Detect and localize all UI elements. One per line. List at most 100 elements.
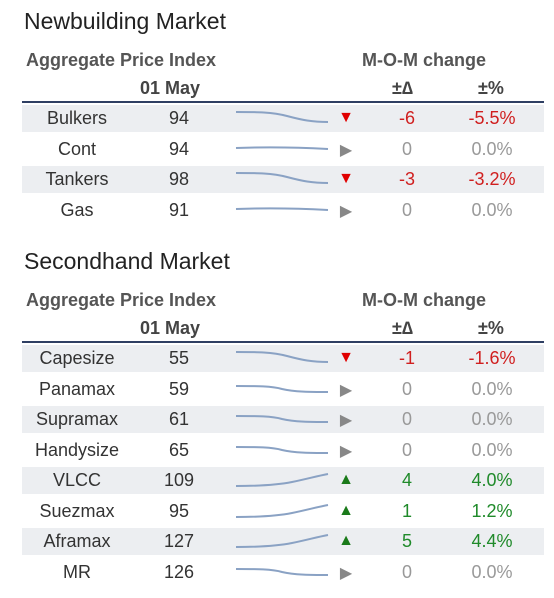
- right-triangle-icon: ▶: [339, 412, 353, 429]
- row-pct-change: 0.0%: [471, 561, 513, 582]
- secondhand-index-label: Aggregate Price Index: [26, 290, 217, 310]
- table-row: Supramax 61 ▶ 0 0.0%: [22, 406, 544, 433]
- row-delta: 4: [401, 470, 412, 490]
- down-triangle-icon: ▼: [338, 349, 354, 366]
- row-name: MR: [63, 561, 91, 582]
- row-name: VLCC: [52, 470, 101, 490]
- table-row: MR 126 ▶ 0 0.0%: [22, 559, 544, 586]
- row-pct-change: 4.0%: [471, 470, 513, 490]
- row-pct-change: 0.0%: [471, 409, 513, 429]
- row-delta: 0: [401, 138, 412, 159]
- sparkline-path: [235, 445, 329, 454]
- row-index-value: 126: [163, 561, 195, 582]
- trend-sparkline: [235, 384, 329, 393]
- sparkline-path: [235, 415, 329, 423]
- trend-sparkline: [235, 351, 329, 363]
- secondhand-title: Secondhand Market: [24, 248, 230, 274]
- row-pct-change: 0.0%: [471, 138, 513, 159]
- table-row: Bulkers 94 ▼ -6 -5.5%: [22, 105, 544, 132]
- trend-sparkline: [235, 172, 329, 184]
- trend-sparkline: [235, 567, 329, 576]
- sparkline-path: [235, 145, 329, 150]
- table-row: Gas 91 ▶ 0 0.0%: [22, 197, 544, 224]
- sparkline-path: [235, 206, 329, 211]
- sparkline-path: [235, 172, 329, 184]
- row-name: Gas: [60, 199, 94, 220]
- row-name: Capesize: [39, 348, 115, 368]
- sparkline-path: [235, 111, 329, 123]
- right-triangle-icon: ▶: [339, 442, 353, 460]
- table-row: Aframax 127 ▲ 5 4.4%: [22, 528, 544, 555]
- secondhand-header-rule: [22, 341, 544, 343]
- row-pct-change: -5.5%: [468, 108, 516, 128]
- row-delta: 0: [401, 199, 412, 220]
- sparkline-path: [235, 503, 329, 518]
- row-delta: -3: [398, 169, 415, 189]
- sparkline-path: [235, 351, 329, 363]
- row-delta: 1: [401, 500, 412, 521]
- row-index-value: 98: [168, 169, 190, 189]
- row-name: Cont: [57, 138, 97, 159]
- sparkline-path: [235, 534, 329, 548]
- secondhand-date: 01 May: [140, 318, 201, 338]
- row-pct-change: -3.2%: [468, 169, 516, 189]
- right-triangle-icon: ▶: [339, 381, 353, 399]
- secondhand-pct-header: ±%: [478, 318, 504, 338]
- table-row: Tankers 98 ▼ -3 -3.2%: [22, 166, 544, 193]
- trend-sparkline: [235, 534, 329, 548]
- sparkline-path: [235, 384, 329, 393]
- secondhand-change-label: M-O-M change: [362, 290, 486, 310]
- row-index-value: 109: [163, 470, 195, 490]
- trend-sparkline: [235, 111, 329, 123]
- up-triangle-icon: ▲: [338, 532, 354, 549]
- trend-sparkline: [235, 503, 329, 518]
- row-index-value: 55: [168, 348, 190, 368]
- row-pct-change: 4.4%: [471, 531, 513, 551]
- row-name: Supramax: [35, 409, 119, 429]
- newbuilding-index-label: Aggregate Price Index: [26, 50, 217, 70]
- trend-sparkline: [235, 473, 329, 487]
- row-index-value: 127: [163, 531, 195, 551]
- table-row: Handysize 65 ▶ 0 0.0%: [22, 437, 544, 464]
- row-pct-change: 0.0%: [471, 199, 513, 220]
- row-delta: 0: [401, 439, 412, 460]
- down-triangle-icon: ▼: [338, 109, 354, 126]
- trend-sparkline: [235, 415, 329, 423]
- row-delta: 0: [401, 409, 412, 429]
- table-row: Capesize 55 ▼ -1 -1.6%: [22, 345, 544, 372]
- row-name: Tankers: [45, 169, 109, 189]
- right-triangle-icon: ▶: [339, 564, 353, 582]
- newbuilding-title: Newbuilding Market: [24, 8, 226, 34]
- table-row: Suezmax 95 ▲ 1 1.2%: [22, 498, 544, 525]
- row-delta: 0: [401, 561, 412, 582]
- row-pct-change: 0.0%: [471, 439, 513, 460]
- row-pct-change: 0.0%: [471, 378, 513, 399]
- newbuilding-delta-header: ±∆: [392, 78, 413, 98]
- up-triangle-icon: ▲: [338, 501, 354, 519]
- right-triangle-icon: ▶: [339, 202, 353, 220]
- row-pct-change: -1.6%: [468, 348, 516, 368]
- down-triangle-icon: ▼: [338, 170, 354, 187]
- sparkline-path: [235, 567, 329, 576]
- trend-sparkline: [235, 145, 329, 150]
- row-name: Handysize: [34, 439, 120, 460]
- table-row: Cont 94 ▶ 0 0.0%: [22, 136, 544, 163]
- row-pct-change: 1.2%: [471, 500, 513, 521]
- row-delta: -6: [398, 108, 415, 128]
- table-row: Panamax 59 ▶ 0 0.0%: [22, 376, 544, 403]
- trend-sparkline: [235, 445, 329, 454]
- newbuilding-header-rule: [22, 101, 544, 103]
- up-triangle-icon: ▲: [338, 471, 354, 488]
- table-row: VLCC 109 ▲ 4 4.0%: [22, 467, 544, 494]
- row-delta: 5: [401, 531, 412, 551]
- sparkline-path: [235, 473, 329, 487]
- row-index-value: 91: [168, 199, 190, 220]
- row-name: Panamax: [38, 378, 116, 399]
- row-index-value: 59: [168, 378, 190, 399]
- row-name: Bulkers: [46, 108, 108, 128]
- row-delta: -1: [398, 348, 415, 368]
- right-triangle-icon: ▶: [339, 141, 353, 159]
- newbuilding-date: 01 May: [140, 78, 201, 98]
- row-index-value: 65: [168, 439, 190, 460]
- row-name: Aframax: [43, 531, 111, 551]
